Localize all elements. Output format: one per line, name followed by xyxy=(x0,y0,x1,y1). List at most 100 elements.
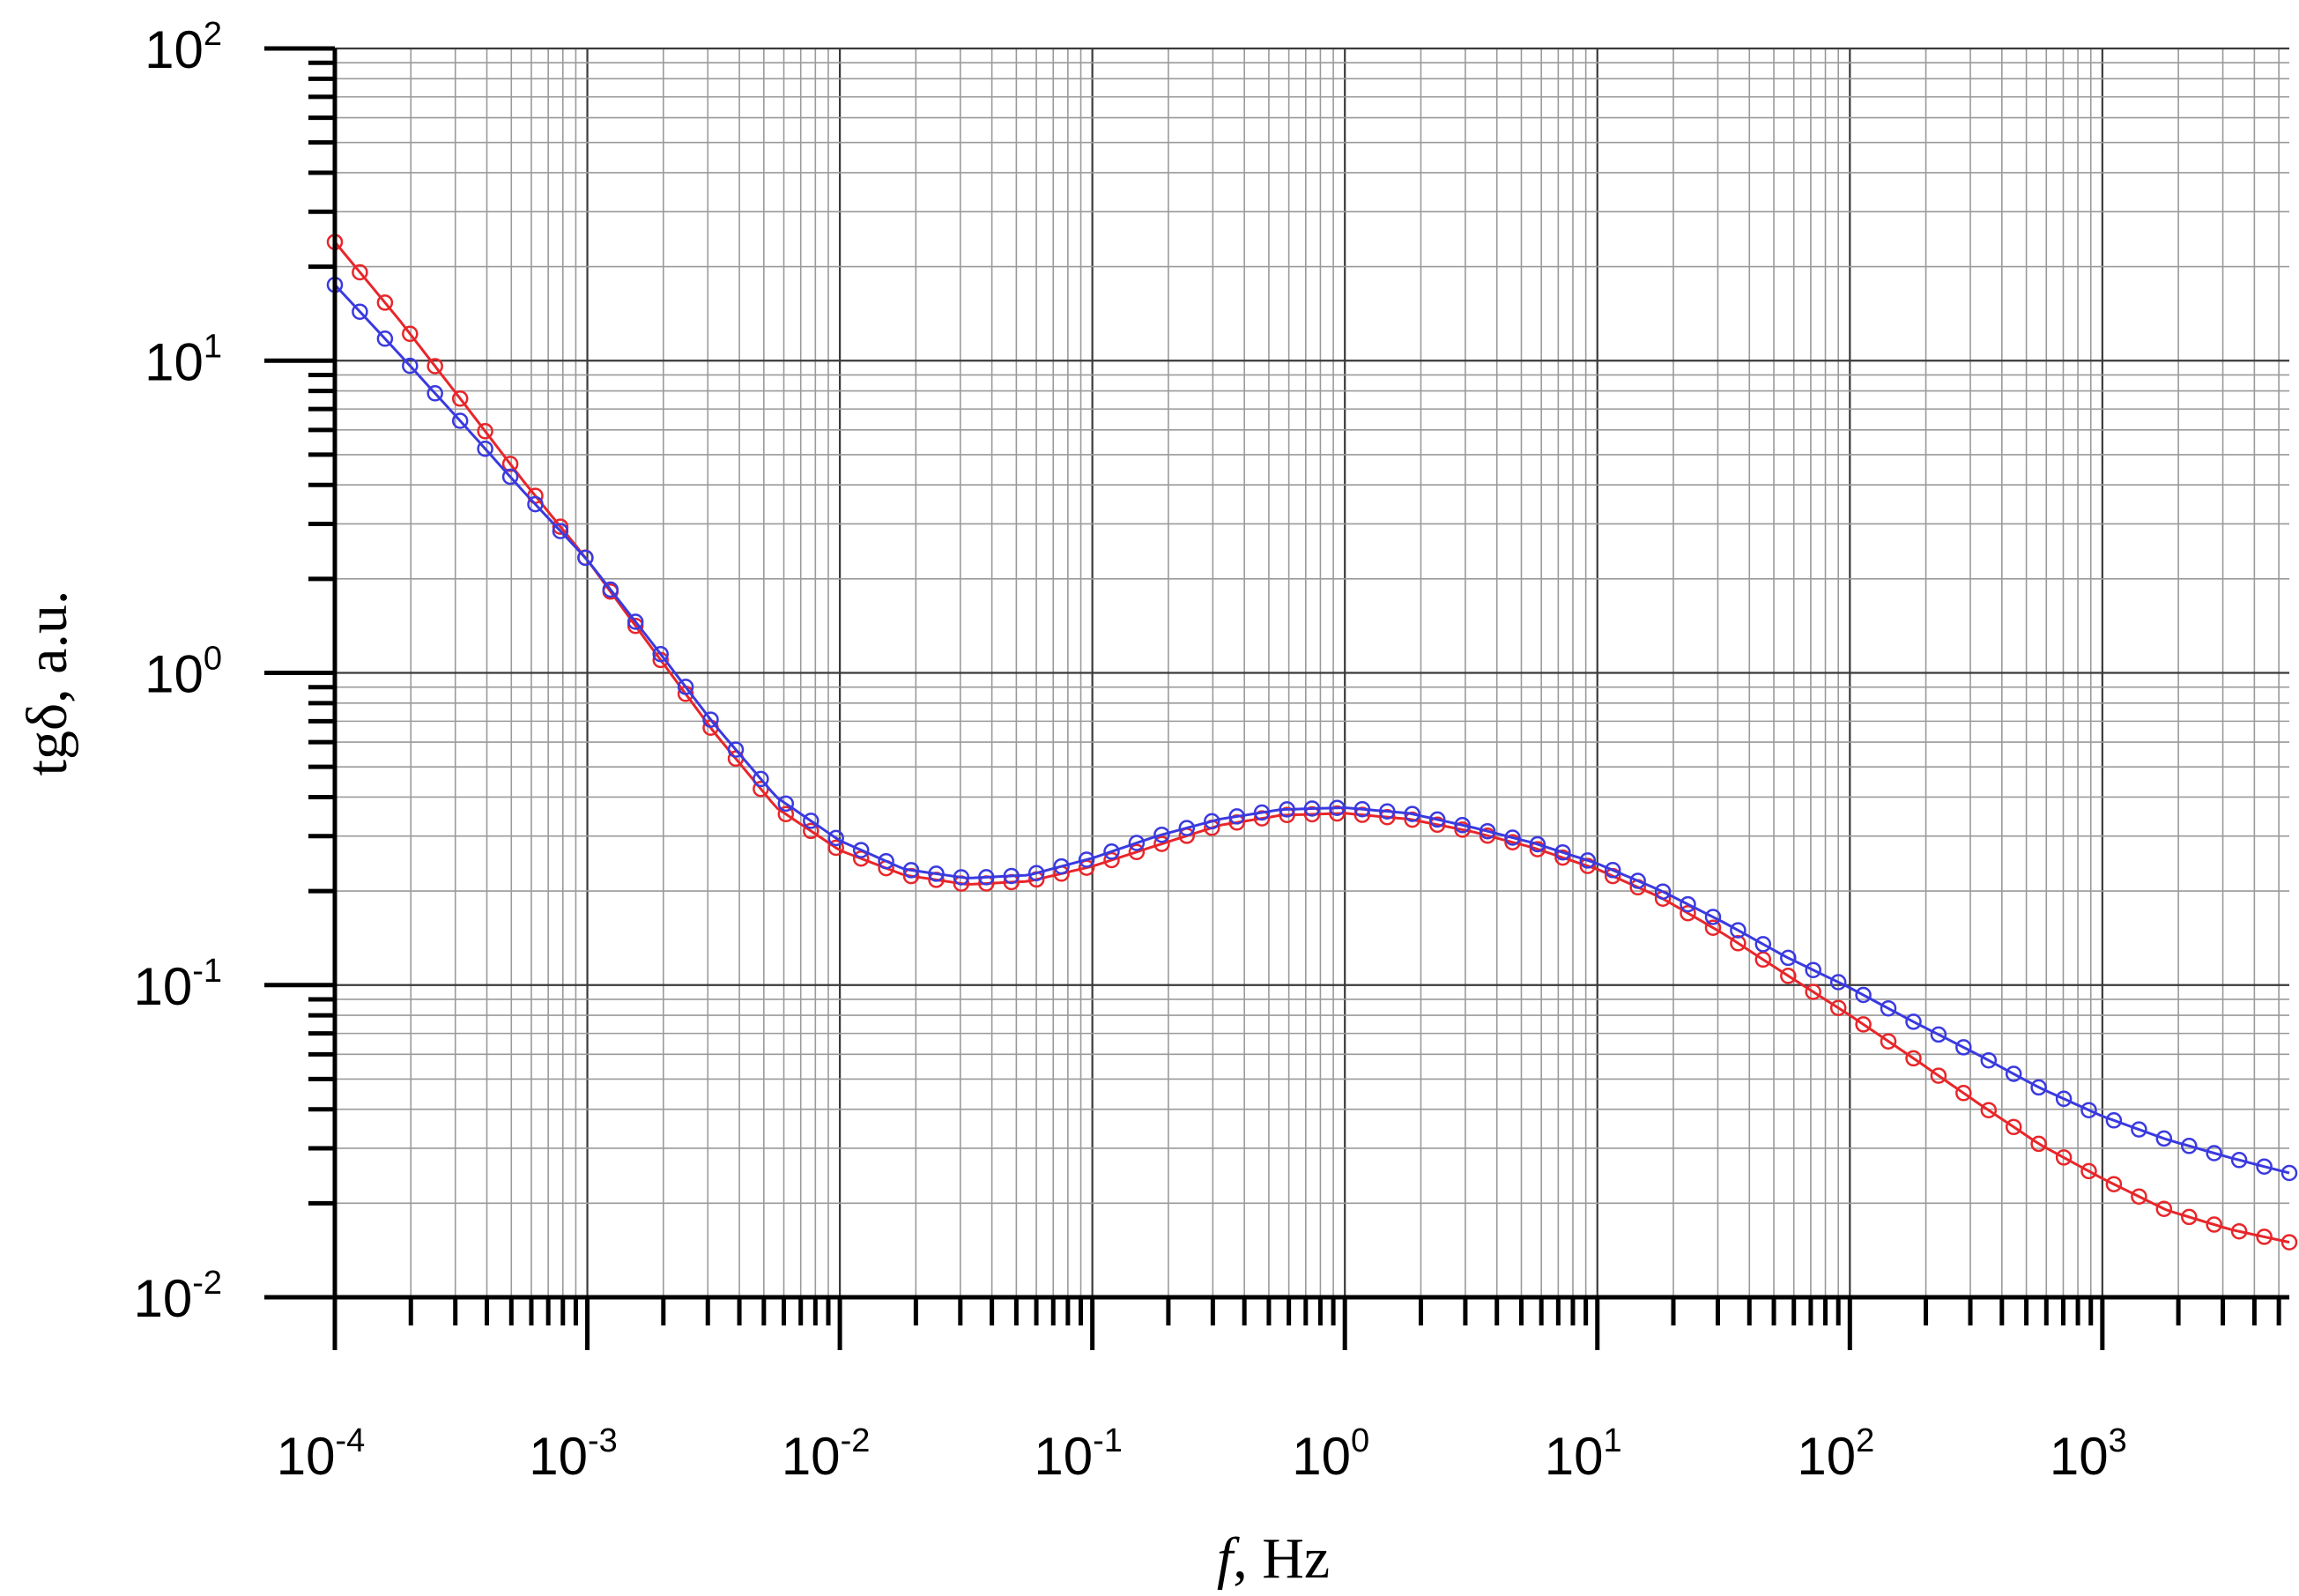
data-point xyxy=(2030,1135,2047,1153)
data-point xyxy=(577,549,594,567)
data-point xyxy=(1905,1013,1922,1030)
data-point xyxy=(1955,1085,1972,1102)
data-point xyxy=(2131,1188,2147,1205)
data-point xyxy=(627,617,644,635)
data-point xyxy=(2230,1152,2248,1169)
data-point xyxy=(2105,1176,2123,1192)
data-point xyxy=(1479,822,1496,840)
data-point xyxy=(677,679,694,695)
grid-lines xyxy=(333,47,2289,1299)
data-point xyxy=(827,839,844,857)
data-point xyxy=(1153,835,1170,852)
data-point xyxy=(1855,1016,1872,1033)
data-point xyxy=(1103,851,1120,869)
data-point xyxy=(702,711,719,728)
data-point xyxy=(1754,936,1772,953)
data-point xyxy=(2055,1149,2073,1166)
data-point xyxy=(527,495,544,513)
data-point xyxy=(978,869,995,886)
data-point xyxy=(1454,821,1471,838)
data-point xyxy=(1329,799,1346,816)
data-point xyxy=(1579,852,1597,869)
axes xyxy=(264,46,2289,1350)
data-point xyxy=(1554,843,1571,861)
data-point xyxy=(477,440,493,457)
data-point xyxy=(777,795,795,813)
data-point xyxy=(1027,865,1045,881)
data-point xyxy=(928,865,945,882)
data-point xyxy=(2005,1065,2022,1082)
data-point xyxy=(1529,841,1546,857)
data-point xyxy=(1329,805,1346,822)
data-point xyxy=(1479,827,1496,844)
data-point xyxy=(1680,904,1696,922)
data-point xyxy=(1905,1050,1922,1067)
data-point xyxy=(1253,804,1271,821)
x-tick-label: 101 xyxy=(1545,1422,1622,1486)
data-point xyxy=(902,862,920,879)
series-layer xyxy=(326,234,2298,1251)
y-tick-label: 101 xyxy=(145,328,222,391)
x-tick-label: 10-4 xyxy=(277,1422,366,1486)
data-point xyxy=(1880,999,1897,1017)
data-point xyxy=(402,325,419,343)
x-tick-label: 102 xyxy=(1797,1422,1874,1486)
y-tick-label: 10-1 xyxy=(133,953,222,1016)
data-point xyxy=(1053,857,1070,875)
data-point xyxy=(878,852,894,870)
data-point xyxy=(451,390,469,407)
data-point xyxy=(1930,1026,1947,1043)
y-axis-label: tgδ, a.u. xyxy=(15,590,79,776)
data-point xyxy=(2005,1118,2022,1136)
data-point xyxy=(1404,805,1420,822)
data-point xyxy=(426,358,443,375)
data-point xyxy=(727,741,745,758)
data-point xyxy=(2206,1145,2222,1162)
data-point xyxy=(1204,813,1220,830)
data-point xyxy=(2105,1112,2123,1129)
data-point xyxy=(1805,984,1821,1000)
data-point xyxy=(1178,820,1196,836)
data-point xyxy=(352,303,368,320)
tick-labels: 10-4 10-3 10-2 10-1 100 101 102 103 10-2 10-1 100 1… xyxy=(133,16,2126,1486)
data-point xyxy=(1353,806,1371,823)
data-point xyxy=(1454,817,1471,834)
data-point xyxy=(827,829,844,847)
data-point xyxy=(426,385,443,402)
data-point xyxy=(1980,1051,1998,1069)
data-point xyxy=(1730,935,1746,952)
data-point xyxy=(2280,1164,2298,1182)
data-point xyxy=(1754,951,1772,969)
y-tick-label: 10-2 xyxy=(133,1265,222,1328)
data-point xyxy=(852,842,870,858)
data-point xyxy=(1629,872,1646,889)
data-point xyxy=(1829,974,1847,991)
data-point xyxy=(1730,922,1746,939)
series-line xyxy=(333,284,2290,1175)
x-tick-label: 100 xyxy=(1292,1422,1369,1486)
data-point xyxy=(2181,1138,2198,1154)
data-point xyxy=(1128,835,1146,851)
series-line xyxy=(333,241,2290,1244)
data-point xyxy=(1504,834,1521,850)
data-point xyxy=(2280,1234,2298,1251)
data-point xyxy=(1303,800,1321,817)
data-point xyxy=(953,869,970,886)
data-point xyxy=(1579,857,1597,874)
data-point xyxy=(803,822,819,840)
data-point xyxy=(627,613,644,630)
data-point xyxy=(852,850,870,867)
data-point xyxy=(1428,816,1446,834)
data-point xyxy=(1680,895,1696,913)
data-point xyxy=(1379,803,1396,820)
data-point xyxy=(652,645,669,663)
data-point xyxy=(1654,883,1672,900)
data-point xyxy=(2131,1121,2147,1138)
data-point xyxy=(2155,1200,2173,1217)
y-tick-label: 100 xyxy=(145,641,222,704)
x-tick-label: 10-2 xyxy=(782,1422,871,1486)
data-point xyxy=(2030,1079,2047,1096)
data-point xyxy=(477,423,493,440)
data-point xyxy=(2256,1229,2273,1245)
